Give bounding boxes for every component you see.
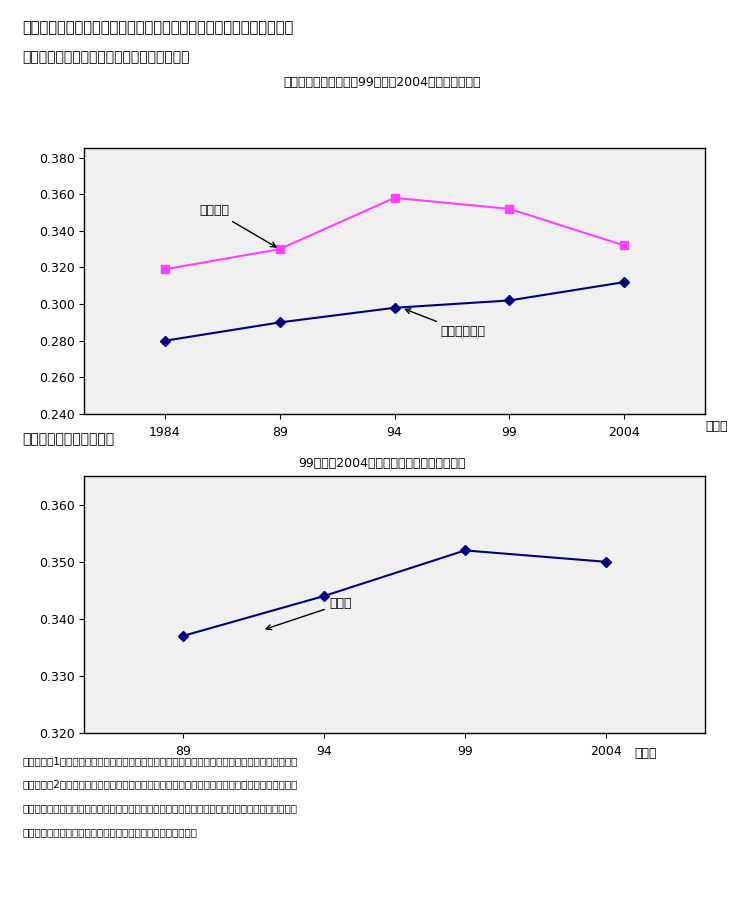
Text: 前の所得である。以降の図表についても同じ。: 前の所得である。以降の図表についても同じ。	[22, 827, 197, 837]
Text: （２）総世帯のジニ係数: （２）総世帯のジニ係数	[22, 432, 115, 446]
Text: 二人以上世帯: 二人以上世帯	[405, 309, 485, 338]
Text: 第３－３－２図　「全国消費実態調査」による所得のジニ係数の推移: 第３－３－２図 「全国消費実態調査」による所得のジニ係数の推移	[22, 20, 294, 35]
Text: 単身世帯のジニ係数は99年から2004年にかけて低下: 単身世帯のジニ係数は99年から2004年にかけて低下	[283, 76, 481, 89]
Text: 99年から2004年にかけてわずかながら低下: 99年から2004年にかけてわずかながら低下	[298, 457, 465, 470]
Text: 年間収入を用いた。なお、年間収入とは、公的年金・恩給を含み、税金が除かれる: 年間収入を用いた。なお、年間収入とは、公的年金・恩給を含み、税金が除かれる	[22, 803, 297, 813]
Text: （年）: （年）	[705, 420, 727, 432]
Text: （１）単身世帯及び二人以上世帯のジニ係数: （１）単身世帯及び二人以上世帯のジニ係数	[22, 50, 189, 64]
Text: 2．「全国消費実態調査」（総世帯結果）のジニ係数を作成するにあたっては、所得は: 2．「全国消費実態調査」（総世帯結果）のジニ係数を作成するにあたっては、所得は	[22, 780, 297, 790]
Text: （年）: （年）	[634, 747, 657, 760]
Text: （備考）　1．総務省「全国消費実態調査」により作成。但し、総世帯のみ特別集計し推計した。: （備考） 1．総務省「全国消費実態調査」により作成。但し、総世帯のみ特別集計し推…	[22, 756, 297, 766]
Text: 総世帯: 総世帯	[266, 597, 352, 629]
Text: 単身世帯: 単身世帯	[199, 204, 276, 247]
